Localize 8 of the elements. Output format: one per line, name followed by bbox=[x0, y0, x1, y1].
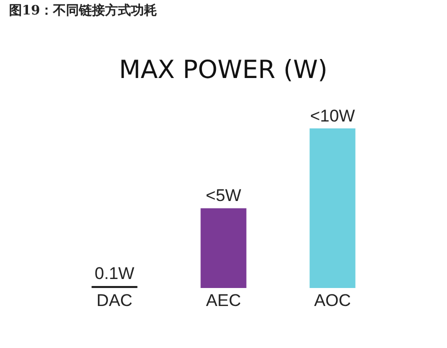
x-tick-label: AEC bbox=[206, 291, 241, 310]
chart-subtitle: MAX POWER (W) bbox=[119, 55, 328, 84]
data-label: <10W bbox=[310, 106, 355, 126]
data-label: <5W bbox=[206, 186, 242, 206]
x-tick-label: DAC bbox=[96, 291, 132, 310]
data-label: 0.1W bbox=[94, 264, 134, 283]
chart-title: 图19：不同链接方式功耗 bbox=[8, 2, 158, 18]
x-tick-label: AOC bbox=[314, 291, 351, 310]
